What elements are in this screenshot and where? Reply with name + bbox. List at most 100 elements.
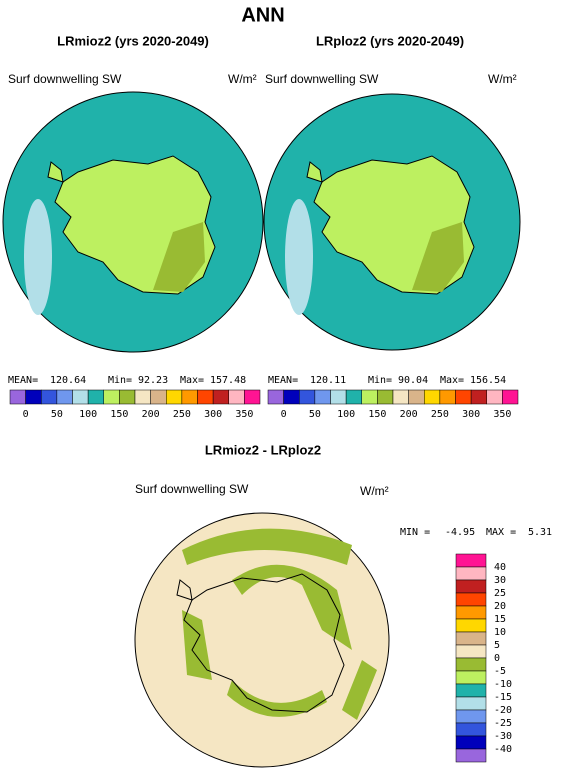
colorbar-box bbox=[212, 389, 229, 405]
stat-text: 120.11 bbox=[310, 375, 346, 386]
colorbar-box bbox=[197, 389, 214, 405]
colorbar-box bbox=[56, 389, 73, 405]
colorbar-label: -5 bbox=[494, 666, 506, 677]
colorbar-label: 200 bbox=[142, 409, 160, 420]
colorbar-box bbox=[134, 389, 151, 405]
colorbar-label: 250 bbox=[431, 409, 449, 420]
stat-text: 5.31 bbox=[528, 527, 552, 538]
colorbar-box bbox=[361, 389, 378, 405]
variable-label: Surf downwelling SW bbox=[265, 72, 379, 86]
units-label: W/m² bbox=[228, 72, 257, 86]
colorbar-label: 25 bbox=[494, 588, 506, 599]
colorbar-box bbox=[72, 389, 89, 405]
stat-text: -4.95 bbox=[445, 527, 475, 538]
stats: MEAN= 120.64 Min= 92.23 Max= 157.48 bbox=[8, 375, 246, 386]
colorbar-box bbox=[119, 389, 136, 405]
colorbar-label: 0 bbox=[494, 653, 500, 664]
colorbar-box bbox=[439, 389, 456, 405]
colorbar-label: 350 bbox=[235, 409, 253, 420]
colorbar-box bbox=[455, 592, 487, 607]
colorbar-box bbox=[283, 389, 300, 405]
colorbar: 0 50 100 150 200 250 300 350 bbox=[9, 389, 261, 420]
colorbar-box bbox=[87, 389, 104, 405]
colorbar-label: 10 bbox=[494, 627, 506, 638]
colorbar-label: 300 bbox=[462, 409, 480, 420]
colorbar-box bbox=[244, 389, 261, 405]
panel-title: LRmioz2 (yrs 2020-2049) bbox=[57, 33, 209, 48]
stat-text: MAX = bbox=[486, 527, 516, 538]
colorbar-box bbox=[470, 389, 487, 405]
colorbar-box bbox=[267, 389, 284, 405]
colorbar-label: 350 bbox=[493, 409, 511, 420]
colorbar-label: -30 bbox=[494, 731, 512, 742]
colorbar-label: -15 bbox=[494, 692, 512, 703]
map-panel: LRmioz2 (yrs 2020-2049) Surf downwelling… bbox=[2, 33, 264, 353]
colorbar-box bbox=[455, 722, 487, 737]
colorbar-label: 50 bbox=[51, 409, 63, 420]
colorbar-box bbox=[455, 709, 487, 724]
colorbar-label: 100 bbox=[79, 409, 97, 420]
colorbar: 0 50 100 150 200 250 300 350 bbox=[267, 389, 519, 420]
colorbar-label: -20 bbox=[494, 705, 512, 716]
colorbar-box bbox=[377, 389, 394, 405]
colorbar-box bbox=[455, 579, 487, 594]
variable-label: Surf downwelling SW bbox=[135, 482, 249, 496]
colorbar-box bbox=[9, 389, 26, 405]
colorbar-label: 30 bbox=[494, 575, 506, 586]
stat-text: Max= bbox=[180, 375, 204, 386]
colorbar-box bbox=[455, 735, 487, 750]
colorbar-label: 50 bbox=[309, 409, 321, 420]
colorbar-box bbox=[345, 389, 362, 405]
colorbar-box bbox=[314, 389, 331, 405]
colorbar-label: -10 bbox=[494, 679, 512, 690]
colorbar-box bbox=[455, 748, 487, 763]
colorbar-label: -40 bbox=[494, 744, 512, 755]
colorbar-box bbox=[502, 389, 519, 405]
stats: MEAN= 120.11 Min= 90.04 Max= 156.54 bbox=[268, 375, 506, 386]
colorbar-box bbox=[166, 389, 183, 405]
colorbar-box bbox=[455, 631, 487, 646]
colorbar-label: 200 bbox=[400, 409, 418, 420]
colorbar-label: 0 bbox=[281, 409, 287, 420]
panel-title: LRmioz2 - LRploz2 bbox=[205, 442, 321, 457]
colorbar-label: 0 bbox=[23, 409, 29, 420]
colorbar-label: -25 bbox=[494, 718, 512, 729]
stat-text: Min= bbox=[108, 375, 132, 386]
colorbar-box bbox=[455, 683, 487, 698]
colorbar: 40 30 25 20 15 10 5 0 -5 -10 -15 -20 -25 -30 -40 bbox=[455, 553, 512, 763]
colorbar-box bbox=[181, 389, 198, 405]
stat-text: MEAN= bbox=[268, 375, 298, 386]
stat-text: Max= bbox=[440, 375, 464, 386]
colorbar-label: 150 bbox=[110, 409, 128, 420]
colorbar-box bbox=[424, 389, 441, 405]
polar-map bbox=[263, 93, 521, 351]
stat-text: 156.54 bbox=[470, 375, 506, 386]
stat-text: 92.23 bbox=[138, 375, 168, 386]
colorbar-box bbox=[455, 670, 487, 685]
stat-text: Min= bbox=[368, 375, 392, 386]
colorbar-label: 300 bbox=[204, 409, 222, 420]
polar-map bbox=[134, 512, 390, 768]
colorbar-box bbox=[455, 605, 487, 620]
colorbar-box bbox=[150, 389, 167, 405]
colorbar-label: 20 bbox=[494, 601, 506, 612]
difference-panel: LRmioz2 - LRploz2 Surf downwelling SW W/… bbox=[134, 442, 552, 768]
colorbar-box bbox=[25, 389, 42, 405]
colorbar-box bbox=[455, 566, 487, 581]
colorbar-label: 5 bbox=[494, 640, 500, 651]
variable-label: Surf downwelling SW bbox=[8, 72, 122, 86]
stat-text: 90.04 bbox=[398, 375, 428, 386]
colorbar-box bbox=[455, 644, 487, 659]
colorbar-box bbox=[103, 389, 120, 405]
colorbar-box bbox=[330, 389, 347, 405]
colorbar-box bbox=[41, 389, 58, 405]
colorbar-label: 40 bbox=[494, 562, 506, 573]
colorbar-box bbox=[455, 657, 487, 672]
colorbar-label: 150 bbox=[368, 409, 386, 420]
colorbar-box bbox=[455, 696, 487, 711]
figure-title: ANN bbox=[241, 4, 284, 26]
colorbar-box bbox=[299, 389, 316, 405]
units-label: W/m² bbox=[488, 72, 517, 86]
units-label: W/m² bbox=[360, 484, 389, 498]
